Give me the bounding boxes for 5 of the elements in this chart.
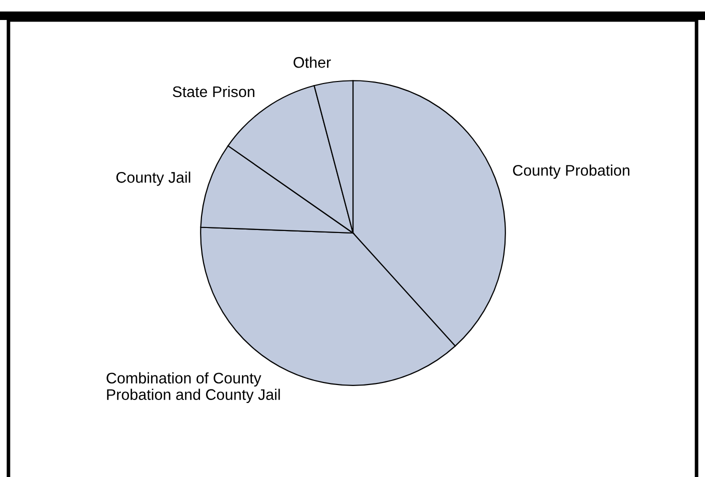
slice-label: Combination of County Probation and County Jail (106, 372, 280, 403)
slice-label: County Jail (116, 172, 190, 186)
slice-label: County Probation (513, 164, 630, 179)
slice-label: Other (294, 56, 331, 68)
slice-label: State Prison (172, 86, 254, 98)
